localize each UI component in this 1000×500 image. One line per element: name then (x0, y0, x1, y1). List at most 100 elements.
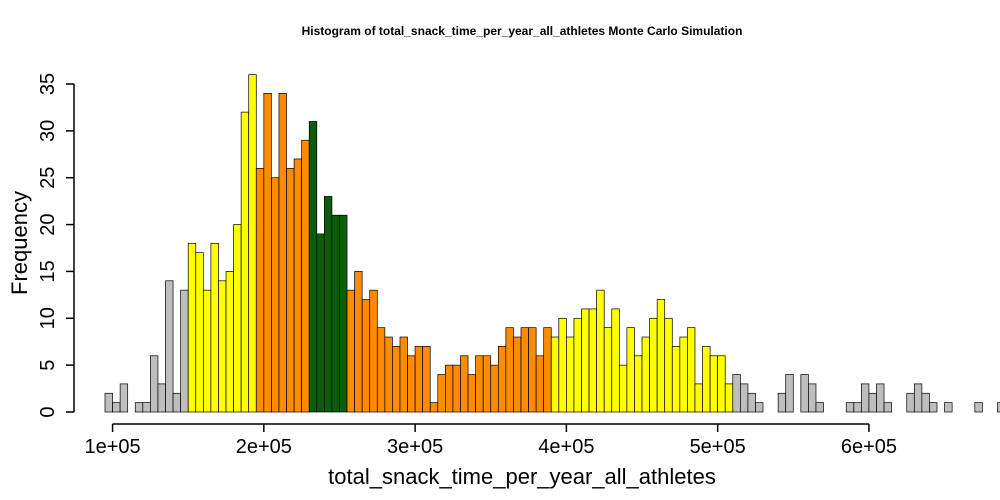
histogram-bar (308, 121, 318, 413)
histogram-bar (369, 289, 378, 413)
histogram-bar (218, 280, 227, 413)
histogram-bar (626, 327, 635, 413)
histogram-bar (679, 336, 688, 413)
histogram-bar (240, 111, 250, 413)
histogram-bar (603, 327, 613, 413)
histogram-bar (656, 299, 666, 413)
histogram-bar (921, 392, 930, 413)
histogram-bar (785, 374, 794, 413)
histogram-bar (150, 355, 159, 413)
histogram-bar (618, 364, 628, 413)
histogram-bar (339, 214, 348, 413)
histogram-bar (513, 336, 522, 413)
histogram-bar (202, 289, 212, 413)
histogram-bar (664, 317, 673, 413)
histogram-bar (717, 355, 726, 413)
histogram-bar (520, 327, 529, 413)
y-tick-label: 20 (37, 213, 59, 235)
y-axis: 0 5 10 15 20 25 30 35 (37, 73, 75, 418)
histogram-bar (687, 327, 696, 413)
histogram-bar (165, 280, 174, 413)
histogram-bar (800, 374, 809, 413)
y-tick-label: 30 (37, 120, 59, 142)
histogram-bar (278, 93, 287, 413)
y-tick-label: 0 (37, 406, 59, 417)
histogram-bar (324, 196, 333, 413)
histogram-bar (445, 364, 454, 413)
histogram-bar (641, 336, 650, 413)
x-tick-label: 4e+05 (538, 436, 594, 458)
histogram-bar (346, 289, 355, 413)
y-tick-label: 15 (37, 260, 59, 282)
histogram-bar (634, 355, 643, 413)
histogram-bar (944, 402, 953, 413)
histogram-bar (997, 402, 1000, 413)
histogram-bar (596, 289, 605, 413)
x-tick-label: 1e+05 (84, 436, 140, 458)
histogram-bar (581, 308, 590, 413)
histogram-bar (974, 402, 983, 413)
histogram-bar (861, 383, 870, 413)
histogram-bar (883, 402, 892, 413)
y-tick-label: 10 (37, 307, 59, 329)
histogram-bar (467, 374, 476, 413)
y-tick-label: 5 (37, 360, 59, 371)
histogram-bar (248, 74, 257, 413)
histogram-bar (210, 242, 219, 413)
histogram-bar (422, 346, 431, 413)
histogram-bar (671, 346, 681, 413)
histogram-bar (815, 402, 824, 413)
histogram-bar (724, 383, 734, 413)
histogram-bar (376, 327, 386, 413)
histogram-bar (255, 167, 265, 413)
histogram-bar (906, 392, 915, 413)
histogram-bar (384, 336, 393, 413)
y-tick-label: 25 (37, 167, 59, 189)
histogram-bar (392, 346, 401, 413)
histogram-bar (142, 402, 151, 413)
histogram-bar (119, 383, 129, 413)
histogram-bar (452, 364, 461, 413)
histogram-bar (331, 214, 340, 413)
histogram-bar (853, 402, 862, 413)
histogram-bar (535, 355, 545, 413)
histogram-bar (497, 346, 507, 413)
histogram-bar (301, 139, 310, 413)
histogram-bar (286, 167, 295, 413)
x-tick-label: 3e+05 (387, 436, 443, 458)
histogram-bar (399, 336, 408, 413)
histogram-bar (233, 224, 242, 413)
histogram-bar (777, 392, 787, 413)
histogram-bar (739, 383, 749, 413)
histogram-bar (354, 271, 363, 413)
histogram-bar (429, 402, 439, 413)
histogram-bar (649, 317, 658, 413)
histogram-bar (732, 374, 741, 413)
x-tick-label: 6e+05 (841, 436, 897, 458)
y-tick-label: 35 (37, 73, 59, 95)
histogram-bar (747, 392, 756, 413)
x-tick-label: 2e+05 (236, 436, 292, 458)
histogram-bar (475, 355, 484, 413)
histogram-bar (134, 402, 144, 413)
x-axis-label: total_snack_time_per_year_all_athletes (328, 464, 716, 489)
histogram-bar (694, 383, 703, 413)
histogram-bar (361, 299, 371, 413)
x-tick-label: 5e+05 (690, 436, 746, 458)
histogram-bar (913, 383, 923, 413)
histogram-bar (808, 383, 817, 413)
histogram-bar (263, 93, 272, 413)
histogram-bar (407, 355, 416, 413)
histogram-bar (709, 355, 719, 413)
histogram-bar (437, 374, 446, 413)
histogram-bar (225, 271, 234, 413)
chart-title: Histogram of total_snack_time_per_year_a… (302, 24, 743, 38)
histogram-bar (414, 346, 424, 413)
histogram-bar (611, 308, 620, 413)
histogram-bar (588, 308, 597, 413)
histogram-bar (180, 289, 189, 413)
histogram-bar (490, 364, 499, 413)
histogram-bar (482, 355, 492, 413)
histogram-bar (316, 233, 325, 413)
